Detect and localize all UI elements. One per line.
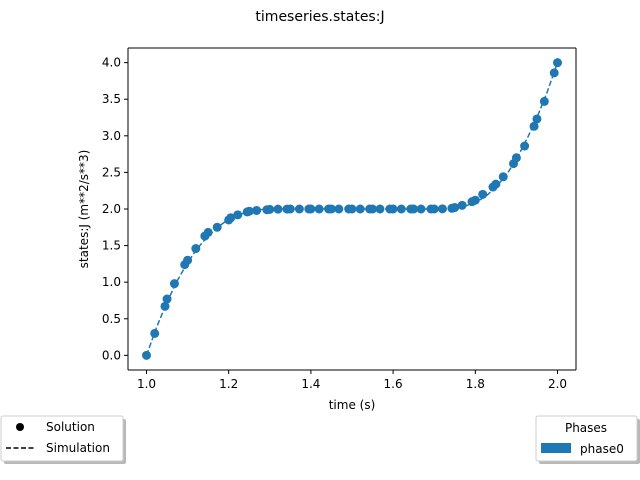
solution-point <box>539 96 549 106</box>
solution-point <box>429 204 439 214</box>
y-tick-label: 3.0 <box>102 129 121 143</box>
y-tick-label: 3.5 <box>102 92 121 106</box>
solution-point <box>203 227 213 237</box>
solution-point <box>212 222 222 232</box>
solution-point <box>355 204 365 214</box>
legend-solution-marker <box>16 423 24 431</box>
y-tick-label: 0.0 <box>102 348 121 362</box>
x-axis-ticks: 1.0 1.2 1.4 1.6 1.8 2.0 <box>137 370 567 391</box>
plot-area: 1.0 1.2 1.4 1.6 1.8 2.0 0.0 0.5 1.0 1.5 2.0 2.5 3.0… <box>102 47 577 391</box>
x-tick-label: 1.4 <box>301 377 320 391</box>
y-tick-label: 2.0 <box>102 202 121 216</box>
solution-point <box>142 350 151 360</box>
solution-point <box>285 204 295 214</box>
solution-point <box>326 204 336 214</box>
legend-phase0-label: phase0 <box>580 442 624 456</box>
solution-point <box>306 204 316 214</box>
y-tick-label: 1.5 <box>102 239 121 253</box>
y-tick-label: 2.5 <box>102 165 121 179</box>
x-tick-label: 1.0 <box>137 377 156 391</box>
solution-point <box>553 58 562 68</box>
legend-phases-title: Phases <box>565 421 607 435</box>
solution-point <box>491 179 501 189</box>
x-axis-label: time (s) <box>329 398 376 412</box>
solution-point <box>244 206 254 216</box>
x-tick-label: 2.0 <box>548 377 567 391</box>
solution-point <box>396 204 406 214</box>
solution-point <box>150 328 160 338</box>
legend-phases: Phases phase0 <box>535 415 640 464</box>
solution-point <box>347 204 357 214</box>
solution-point <box>498 172 508 182</box>
solution-point <box>368 204 378 214</box>
solution-point <box>273 204 283 214</box>
y-tick-label: 4.0 <box>102 56 121 70</box>
y-tick-label: 1.0 <box>102 275 121 289</box>
solution-point <box>409 204 419 214</box>
legend-series: Solution Simulation <box>0 415 126 464</box>
solution-point <box>511 153 521 163</box>
solution-point <box>520 141 530 151</box>
solution-point <box>191 244 201 254</box>
x-tick-label: 1.6 <box>384 377 403 391</box>
y-tick-label: 0.5 <box>102 312 121 326</box>
solution-point <box>233 210 243 220</box>
solution-point <box>183 255 193 265</box>
x-tick-label: 1.2 <box>219 377 238 391</box>
solution-point <box>388 204 398 214</box>
solution-point <box>549 68 559 78</box>
solution-point <box>450 203 460 213</box>
x-tick-label: 1.8 <box>466 377 485 391</box>
solution-point <box>169 279 179 289</box>
solution-point <box>457 200 467 210</box>
solution-point <box>334 204 344 214</box>
legend-simulation-label: Simulation <box>46 441 110 455</box>
solution-point <box>314 204 324 214</box>
solution-point <box>529 121 539 131</box>
solution-point <box>226 213 236 223</box>
solution-point <box>478 189 488 199</box>
solution-point <box>470 195 480 205</box>
solution-point <box>252 205 262 215</box>
solution-point <box>532 114 542 124</box>
chart-title: timeseries.states:J <box>255 9 384 25</box>
legend-solution-label: Solution <box>46 420 95 434</box>
solution-point <box>437 204 447 214</box>
solution-point <box>160 301 170 311</box>
y-axis-ticks: 0.0 0.5 1.0 1.5 2.0 2.5 3.0 3.5 4.0 <box>102 56 128 362</box>
solution-point <box>162 294 172 304</box>
solution-point <box>375 204 385 214</box>
solution-series <box>142 58 562 360</box>
y-axis-label: states:J (m**2/s**3) <box>77 150 91 269</box>
solution-point <box>416 204 426 214</box>
solution-point <box>294 204 304 214</box>
legend-phase0-patch <box>541 443 571 453</box>
solution-point <box>265 204 275 214</box>
